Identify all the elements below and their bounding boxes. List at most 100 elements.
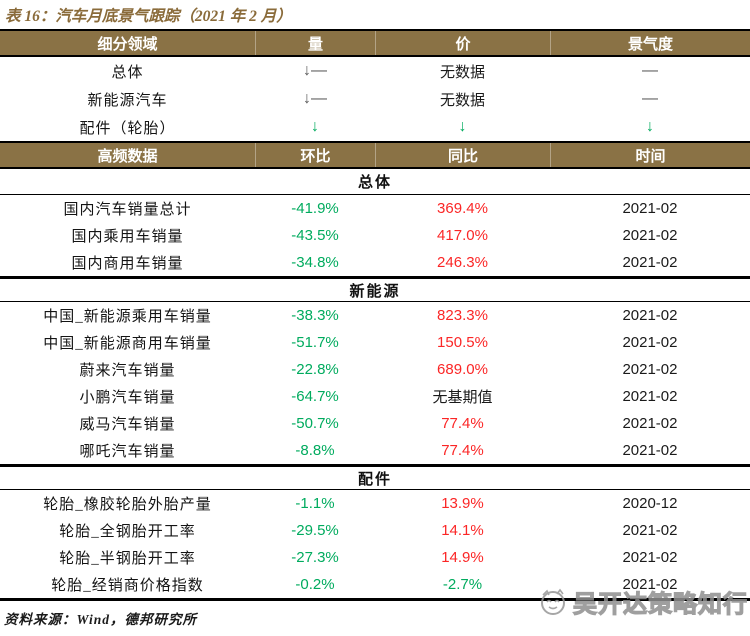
indicator-label: 轮胎_经销商价格指数 <box>51 578 204 594</box>
indicator-label: 哪吒汽车销量 <box>79 444 176 460</box>
indicator-value: — <box>641 62 658 79</box>
indicator-label: 轮胎_半钢胎开工率 <box>59 551 196 567</box>
indicator-value: -64.7% <box>291 388 339 405</box>
indicator-value: 2021-02 <box>622 254 678 271</box>
indicator-value: ↓ <box>311 118 319 135</box>
overview-row: 新能源汽车 ↓— 无数据 — <box>0 85 750 113</box>
data-row: 中国_新能源商用车销量 -51.7% 150.5% 2021-02 <box>0 329 750 356</box>
highfreq-table: 高频数据 环比 同比 时间 总体国内汽车销量总计 -41.9% 369.4% 2021-02… <box>0 141 750 601</box>
indicator-value: 2021-02 <box>622 415 678 432</box>
indicator-value: 77.4% <box>441 442 484 459</box>
data-row: 威马汽车销量 -50.7% 77.4% 2021-02 <box>0 410 750 437</box>
indicator-value: -0.2% <box>295 576 335 593</box>
indicator-value: 2020-12 <box>622 495 678 512</box>
indicator-value: ↓— <box>303 62 327 79</box>
column-header: 价 <box>375 31 550 55</box>
section-header: 新能源 <box>0 276 750 302</box>
indicator-label: 新能源汽车 <box>87 92 168 109</box>
indicator-value: 2021-02 <box>622 549 678 566</box>
indicator-value: -38.3% <box>291 307 339 324</box>
indicator-value: — <box>641 90 658 107</box>
indicator-value: -41.9% <box>291 200 339 217</box>
data-row: 国内汽车销量总计 -41.9% 369.4% 2021-02 <box>0 195 750 222</box>
indicator-value: 2021-02 <box>622 522 678 539</box>
table-title: 表 16：汽车月底景气跟踪（2021 年 2 月） <box>5 7 292 25</box>
data-row: 轮胎_经销商价格指数 -0.2% -2.7% 2021-02 <box>0 571 750 598</box>
indicator-label: 国内汽车销量总计 <box>63 202 192 218</box>
indicator-value: -50.7% <box>291 415 339 432</box>
column-header: 时间 <box>549 143 750 167</box>
overview-row: 总体 ↓— 无数据 — <box>0 57 750 85</box>
indicator-value: ↓ <box>645 118 654 135</box>
indicator-label: 国内乘用车销量 <box>71 229 184 245</box>
data-row: 哪吒汽车销量 -8.8% 77.4% 2021-02 <box>0 437 750 464</box>
indicator-value: 689.0% <box>437 361 488 378</box>
column-header: 同比 <box>375 143 550 167</box>
overview-row: 配件（轮胎） ↓ ↓ ↓ <box>0 113 750 141</box>
indicator-label: 轮胎_全钢胎开工率 <box>59 524 196 540</box>
data-row: 轮胎_橡胶轮胎外胎产量 -1.1% 13.9% 2020-12 <box>0 490 750 517</box>
data-row: 轮胎_半钢胎开工率 -27.3% 14.9% 2021-02 <box>0 544 750 571</box>
column-header: 景气度 <box>549 31 750 55</box>
indicator-label: 配件（轮胎） <box>79 120 176 137</box>
indicator-value: 823.3% <box>437 307 488 324</box>
indicator-label: 小鹏汽车销量 <box>79 390 176 406</box>
column-header: 环比 <box>255 143 375 167</box>
indicator-value: -8.8% <box>295 442 335 459</box>
column-header: 细分领域 <box>97 36 158 53</box>
indicator-value: -34.8% <box>291 254 339 271</box>
indicator-value: 2021-02 <box>622 442 678 459</box>
overview-table: 细分领域 量价景气度 总体 ↓— 无数据 — 新能源汽车 ↓— 无数据 — 配件（轮胎） ↓ ↓ ↓ <box>0 29 750 141</box>
indicator-value: ↓ <box>458 118 467 135</box>
data-row: 蔚来汽车销量 -22.8% 689.0% 2021-02 <box>0 356 750 383</box>
indicator-label: 国内商用车销量 <box>71 256 184 272</box>
overview-table-body: 总体 ↓— 无数据 — 新能源汽车 ↓— 无数据 — 配件（轮胎） ↓ ↓ ↓ <box>0 57 750 141</box>
indicator-label: 轮胎_橡胶轮胎外胎产量 <box>43 497 212 513</box>
indicator-value: 2021-02 <box>622 388 678 405</box>
highfreq-table-body: 总体国内汽车销量总计 -41.9% 369.4% 2021-02 国内乘用车销量 -43.… <box>0 169 750 598</box>
indicator-value: 2021-02 <box>622 307 678 324</box>
indicator-value: ↓— <box>303 90 327 107</box>
column-header: 量 <box>255 31 375 55</box>
indicator-value: 2021-02 <box>622 200 678 217</box>
highfreq-header-row: 高频数据 环比 同比 时间 <box>0 141 750 169</box>
data-row: 国内商用车销量 -34.8% 246.3% 2021-02 <box>0 249 750 276</box>
indicator-value: -2.7% <box>442 576 483 593</box>
indicator-value: 14.9% <box>441 549 484 566</box>
indicator-label: 中国_新能源商用车销量 <box>43 336 212 352</box>
indicator-value: 2021-02 <box>622 361 678 378</box>
indicator-label: 中国_新能源乘用车销量 <box>43 309 212 325</box>
indicator-value: -1.1% <box>295 495 335 512</box>
data-row: 轮胎_全钢胎开工率 -29.5% 14.1% 2021-02 <box>0 517 750 544</box>
section-header: 总体 <box>0 169 750 195</box>
source-note: 资料来源：Wind，德邦研究所 <box>4 612 198 627</box>
indicator-value: -27.3% <box>291 549 339 566</box>
indicator-value: 无数据 <box>439 63 485 81</box>
data-row: 国内乘用车销量 -43.5% 417.0% 2021-02 <box>0 222 750 249</box>
indicator-value: 2021-02 <box>622 334 678 351</box>
indicator-label: 威马汽车销量 <box>79 417 176 433</box>
indicator-label: 总体 <box>111 64 144 81</box>
data-row: 小鹏汽车销量 -64.7% 无基期值 2021-02 <box>0 383 750 410</box>
indicator-value: -51.7% <box>291 334 339 351</box>
data-row: 中国_新能源乘用车销量 -38.3% 823.3% 2021-02 <box>0 302 750 329</box>
indicator-value: 150.5% <box>437 334 488 351</box>
column-header: 高频数据 <box>97 148 158 165</box>
indicator-value: 2021-02 <box>622 576 678 593</box>
indicator-value: 2021-02 <box>622 227 678 244</box>
indicator-value: 无数据 <box>439 91 485 109</box>
indicator-value: 369.4% <box>437 200 488 217</box>
overview-header-row: 细分领域 量价景气度 <box>0 29 750 57</box>
indicator-value: 417.0% <box>437 227 488 244</box>
indicator-label: 蔚来汽车销量 <box>79 363 176 379</box>
indicator-value: 14.1% <box>441 522 484 539</box>
indicator-value: 246.3% <box>437 254 488 271</box>
indicator-value: 77.4% <box>441 415 484 432</box>
indicator-value: -29.5% <box>291 522 339 539</box>
indicator-value: 13.9% <box>441 495 484 512</box>
indicator-value: 无基期值 <box>432 389 493 406</box>
indicator-value: -43.5% <box>291 227 339 244</box>
indicator-value: -22.8% <box>291 361 339 378</box>
section-header: 配件 <box>0 464 750 490</box>
